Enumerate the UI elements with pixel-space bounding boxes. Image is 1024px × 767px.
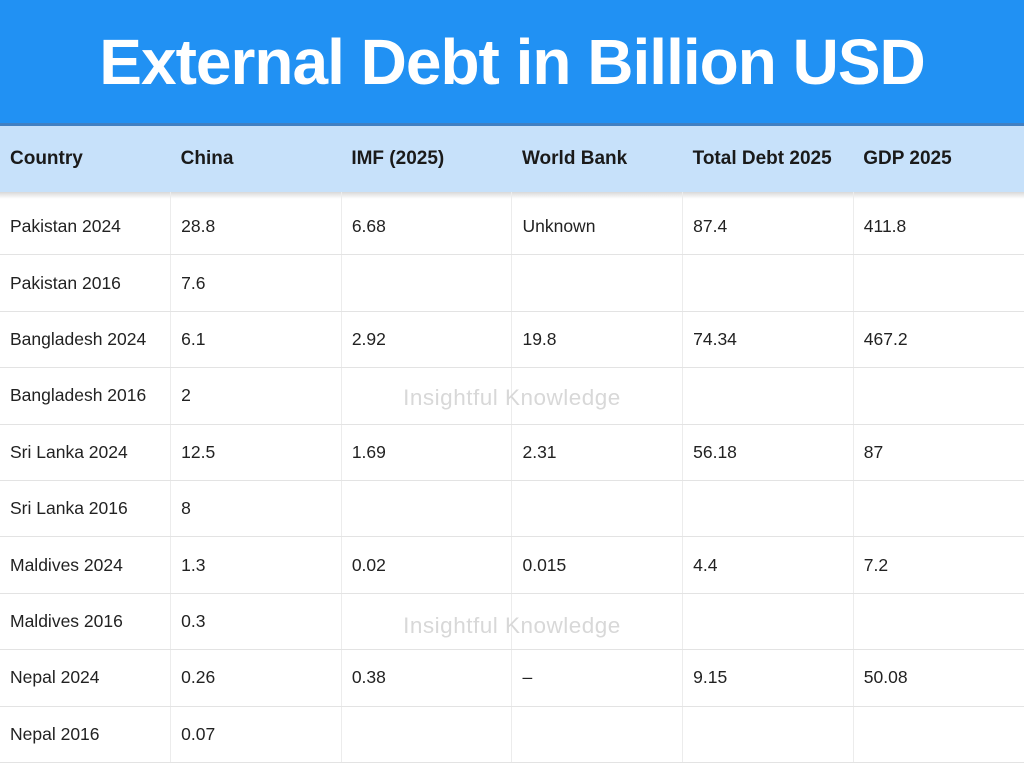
header-shadow-cell <box>0 192 171 199</box>
table-cell: 56.18 <box>682 424 854 481</box>
table-cell: Maldives 2024 <box>0 536 171 594</box>
table-cell <box>511 706 683 763</box>
table-cell <box>682 706 854 763</box>
table-cell: Unknown <box>511 199 683 256</box>
table-cell: Nepal 2016 <box>0 706 171 763</box>
table-row: Bangladesh 2024 6.1 2.92 19.8 74.34 467.2 <box>0 311 1024 369</box>
table-row: Nepal 2016 0.07 <box>0 706 1024 763</box>
table-cell <box>682 254 854 312</box>
table-cell: 2 <box>170 367 342 425</box>
table-cell: 28.8 <box>170 199 342 256</box>
table-cell: 7.6 <box>170 254 342 312</box>
table-cell <box>511 254 683 312</box>
table-cell: 87.4 <box>682 199 854 256</box>
table-cell <box>682 480 854 538</box>
table-row: Pakistan 2024 28.8 6.68 Unknown 87.4 411.8 <box>0 199 1024 256</box>
table-cell <box>340 706 512 763</box>
table-cell: 12.5 <box>170 424 342 481</box>
table-cell <box>340 367 512 425</box>
table-cell: 4.4 <box>682 536 854 594</box>
table-cell <box>852 593 1024 651</box>
table-cell <box>340 480 512 538</box>
header-row: Country China IMF (2025) World Bank Total De… <box>0 126 1024 192</box>
table-cell: 0.3 <box>170 593 342 651</box>
table-cell <box>852 706 1024 763</box>
table-cell: 87 <box>852 424 1024 481</box>
table-cell: 0.38 <box>340 649 512 707</box>
table-row: Sri Lanka 2016 8 <box>0 480 1024 538</box>
table-body: Pakistan 2024 28.8 6.68 Unknown 87.4 411.8 Pak… <box>0 192 1024 763</box>
table-cell: 19.8 <box>511 311 683 369</box>
header-shadow-cell <box>170 192 342 199</box>
table-row: Maldives 2024 1.3 0.02 0.015 4.4 7.2 <box>0 536 1024 594</box>
table-cell: Bangladesh 2016 <box>0 367 171 425</box>
header-shadow-row <box>0 192 1024 199</box>
header-shadow-cell <box>511 192 683 199</box>
header-shadow-cell <box>682 192 854 199</box>
table-cell: 74.34 <box>682 311 854 369</box>
table-cell: 0.26 <box>170 649 342 707</box>
external-debt-table: Country China IMF (2025) World Bank Total De… <box>0 126 1024 763</box>
table-cell <box>340 254 512 312</box>
table-cell: Sri Lanka 2016 <box>0 480 171 538</box>
table-cell <box>511 480 683 538</box>
column-header: GDP 2025 <box>853 126 1024 192</box>
table-cell <box>511 593 683 651</box>
table-cell <box>682 593 854 651</box>
column-header: Country <box>0 126 171 192</box>
table-cell <box>511 367 683 425</box>
table-row: Maldives 2016 0.3 <box>0 593 1024 651</box>
table-cell: Nepal 2024 <box>0 649 171 707</box>
table-cell: 411.8 <box>852 199 1024 256</box>
table-row: Sri Lanka 2024 12.5 1.69 2.31 56.18 87 <box>0 424 1024 481</box>
table-cell: 9.15 <box>682 649 854 707</box>
table-cell: 6.1 <box>170 311 342 369</box>
title-banner: External Debt in Billion USD <box>0 0 1024 126</box>
table-cell: Pakistan 2024 <box>0 199 171 256</box>
table-cell <box>682 367 854 425</box>
header-shadow-cell <box>340 192 512 199</box>
table-cell <box>852 254 1024 312</box>
table-cell: 467.2 <box>852 311 1024 369</box>
table-cell: 6.68 <box>340 199 512 256</box>
table-cell: 50.08 <box>852 649 1024 707</box>
table-cell: 0.07 <box>170 706 342 763</box>
table-cell: 0.02 <box>340 536 512 594</box>
table-cell: 8 <box>170 480 342 538</box>
table-cell: Pakistan 2016 <box>0 254 171 312</box>
page-title: External Debt in Billion USD <box>99 25 925 98</box>
table-row: Bangladesh 2016 2 <box>0 367 1024 425</box>
table-cell: 7.2 <box>852 536 1024 594</box>
table-cell: Maldives 2016 <box>0 593 171 651</box>
column-header: IMF (2025) <box>341 126 512 192</box>
table-cell <box>852 367 1024 425</box>
table-row: Pakistan 2016 7.6 <box>0 254 1024 312</box>
table-cell <box>340 593 512 651</box>
header-shadow-cell <box>852 192 1024 199</box>
column-header: Total Debt 2025 <box>682 126 854 192</box>
table-cell <box>852 480 1024 538</box>
table-cell: 1.69 <box>340 424 512 481</box>
table-cell: 1.3 <box>170 536 342 594</box>
table-row: Nepal 2024 0.26 0.38–9.15 50.08 <box>0 649 1024 707</box>
table-cell: 2.92 <box>340 311 512 369</box>
table-cell: 2.31 <box>511 424 683 481</box>
table-cell: Sri Lanka 2024 <box>0 424 171 481</box>
table-cell: 0.015 <box>511 536 683 594</box>
column-header: World Bank <box>511 126 683 192</box>
column-header: China <box>170 126 342 192</box>
table-cell: – <box>511 649 683 707</box>
table-cell: Bangladesh 2024 <box>0 311 171 369</box>
table-header: Country China IMF (2025) World Bank Total De… <box>0 126 1024 192</box>
